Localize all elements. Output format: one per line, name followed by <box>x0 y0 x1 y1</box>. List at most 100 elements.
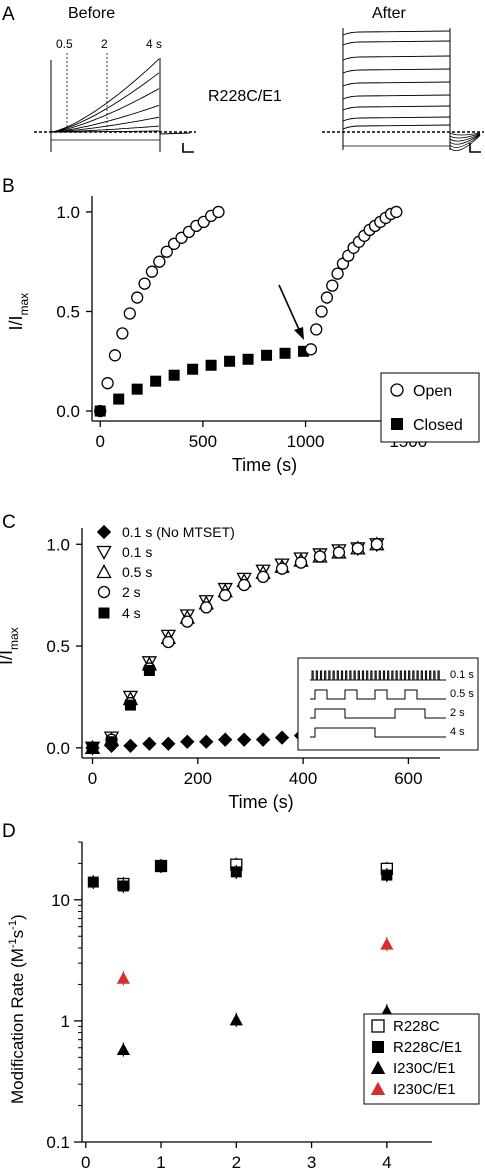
x-tick-label: 0 <box>81 1153 90 1171</box>
x-axis-label: Time (s) <box>228 792 293 812</box>
point-open-circle <box>310 323 323 336</box>
after-trace <box>342 68 451 74</box>
after-tail-current <box>449 132 481 136</box>
y-tick-label: 0.1 <box>46 1133 70 1152</box>
after-trace <box>342 124 451 130</box>
point-4-s <box>105 736 117 748</box>
legend-label-r228c-0: R228C <box>393 1018 440 1035</box>
y-axis-label-sub: max <box>17 293 31 316</box>
y-axis-label-main: I/I <box>6 315 26 330</box>
point-closed <box>298 345 310 357</box>
construct-label: R228C/E1 <box>208 88 282 105</box>
point-2-s <box>275 562 289 575</box>
point-open <box>116 327 129 340</box>
y-tick-label: 0.0 <box>46 739 70 758</box>
after-trace <box>342 116 451 122</box>
point-open-circle <box>315 305 328 318</box>
point-open <box>123 307 136 320</box>
y-axis-label: Modification Rate (M-1s-1) <box>7 914 27 1104</box>
legend-label-0-1-s: 0.1 s <box>122 544 152 560</box>
point-closed <box>224 355 236 367</box>
point-i230c-e1-000000 <box>116 1042 130 1056</box>
point-closed <box>242 353 254 365</box>
legend-marker-4-s <box>98 607 110 619</box>
legend-marker-0-5-s <box>96 564 112 579</box>
after-label: After <box>372 5 406 22</box>
point-0-1-s-no-mtset <box>199 734 214 749</box>
point-0-1-s-no-mtset <box>142 736 157 751</box>
point-2-s <box>181 615 194 628</box>
point-open <box>145 265 159 278</box>
y-tick-label: 0.5 <box>46 637 70 656</box>
legend-label-4-s: 4 s <box>122 605 141 621</box>
after-trace <box>342 40 451 46</box>
point-2-s <box>370 538 383 551</box>
y-axis-label-part: Modification Rate (M <box>8 948 27 1104</box>
point-0-1-s-no-mtset <box>123 738 138 753</box>
inset-label-4: 4 s <box>450 726 465 738</box>
y-axis-label-part-sup2: -1 <box>7 920 19 930</box>
pulse-train-0-1 <box>310 670 446 681</box>
legend-label-0-5-s: 0.5 s <box>122 564 152 580</box>
after-tail-current <box>449 134 481 148</box>
legend-marker-r228c-e1-1 <box>372 1041 384 1053</box>
point-2-s <box>294 556 308 569</box>
pulse-train-2 <box>310 708 446 719</box>
panel-b-letter: B <box>2 176 15 197</box>
panel-d: D 0.111001234Pulse duration (s)Modificat… <box>2 821 480 1171</box>
point-open <box>138 277 151 290</box>
x-tick-label: 400 <box>289 769 317 788</box>
after-trace <box>342 81 451 87</box>
point-r228c-e1-000000 <box>155 860 167 872</box>
y-axis-label-part-sup1: -1 <box>7 938 19 948</box>
point-open-circle <box>390 205 403 219</box>
point-open-circle <box>304 343 318 356</box>
x-tick-label: 0 <box>95 432 104 451</box>
after-current-traces <box>342 28 481 151</box>
x-tick-label: 1000 <box>287 432 325 451</box>
panel-a: A Before After R228C/E1 0.5 2 4 s <box>2 4 484 153</box>
point-open-circle <box>326 279 339 292</box>
before-trace <box>50 88 160 133</box>
panel-c-letter: C <box>2 512 16 533</box>
after-tail-current <box>449 133 481 142</box>
point-r228c-e1-000000 <box>230 866 242 878</box>
x-tick-label: 4 <box>382 1153 391 1171</box>
before-current-traces <box>50 58 191 152</box>
time-marker-2: 2 <box>101 37 108 51</box>
y-axis-label-part-mid: s <box>8 930 27 939</box>
before-tail <box>159 132 191 135</box>
point-closed <box>131 383 143 395</box>
legend-marker-closed <box>391 418 403 430</box>
legend-marker-open <box>390 383 404 397</box>
pulse-train-4 <box>310 727 446 738</box>
before-trace <box>50 104 160 133</box>
x-tick-label: 600 <box>394 769 422 788</box>
point-2-s <box>256 570 270 583</box>
point-0-1-s-no-mtset <box>237 732 252 747</box>
point-closed <box>261 349 273 361</box>
chart-d: 0.111001234Pulse duration (s)Modificatio… <box>7 841 480 1171</box>
time-marker-4: 4 s <box>146 37 162 51</box>
after-trace <box>342 94 451 100</box>
point-closed <box>205 359 217 371</box>
point-open <box>153 255 166 268</box>
panel-b: B 0.00.51.0050010001500Time (s)I/ImaxOpe… <box>2 176 480 475</box>
point-i230c-e1-d32f2f <box>380 937 394 950</box>
y-axis-label: I/Imax <box>0 627 21 665</box>
point-2-s <box>162 635 175 649</box>
legend-label-0-1-s-no-mtset: 0.1 s (No MTSET) <box>122 524 235 540</box>
point-0-1-s-no-mtset <box>161 736 176 751</box>
after-trace <box>342 55 451 61</box>
inset-label-0-5: 0.5 s <box>450 688 474 700</box>
point-4-s <box>87 742 99 754</box>
y-tick-label: 1.0 <box>56 203 80 222</box>
point-2-s <box>313 550 327 563</box>
before-trace <box>50 72 160 133</box>
point-2-s <box>332 546 346 559</box>
point-r228c-e1-000000 <box>87 876 99 888</box>
point-r228c-e1-000000 <box>117 880 129 892</box>
point-0-1-s-no-mtset <box>255 732 271 747</box>
point-closed <box>187 363 199 375</box>
